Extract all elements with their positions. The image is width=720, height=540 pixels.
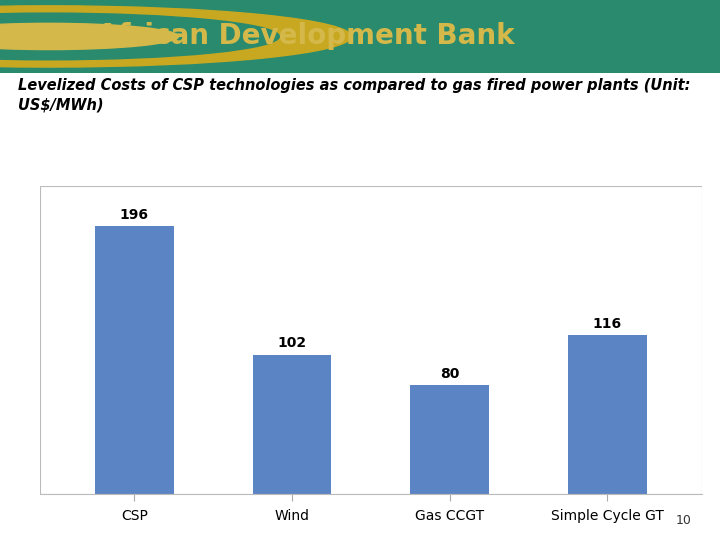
Bar [410, 384, 489, 494]
Bar [95, 226, 174, 494]
Text: 10: 10 [675, 514, 691, 526]
Circle shape [0, 6, 351, 67]
Circle shape [0, 13, 279, 60]
Text: 116: 116 [593, 318, 622, 332]
Circle shape [0, 23, 179, 50]
Text: 102: 102 [277, 336, 307, 350]
Bar [253, 355, 331, 494]
Text: 80: 80 [440, 367, 459, 381]
Text: African Development Bank: African Development Bank [97, 23, 515, 50]
Text: 196: 196 [120, 208, 149, 222]
Bar [568, 335, 647, 494]
Text: Levelized Costs of CSP technologies as compared to gas fired power plants (Unit:: Levelized Costs of CSP technologies as c… [18, 78, 690, 113]
